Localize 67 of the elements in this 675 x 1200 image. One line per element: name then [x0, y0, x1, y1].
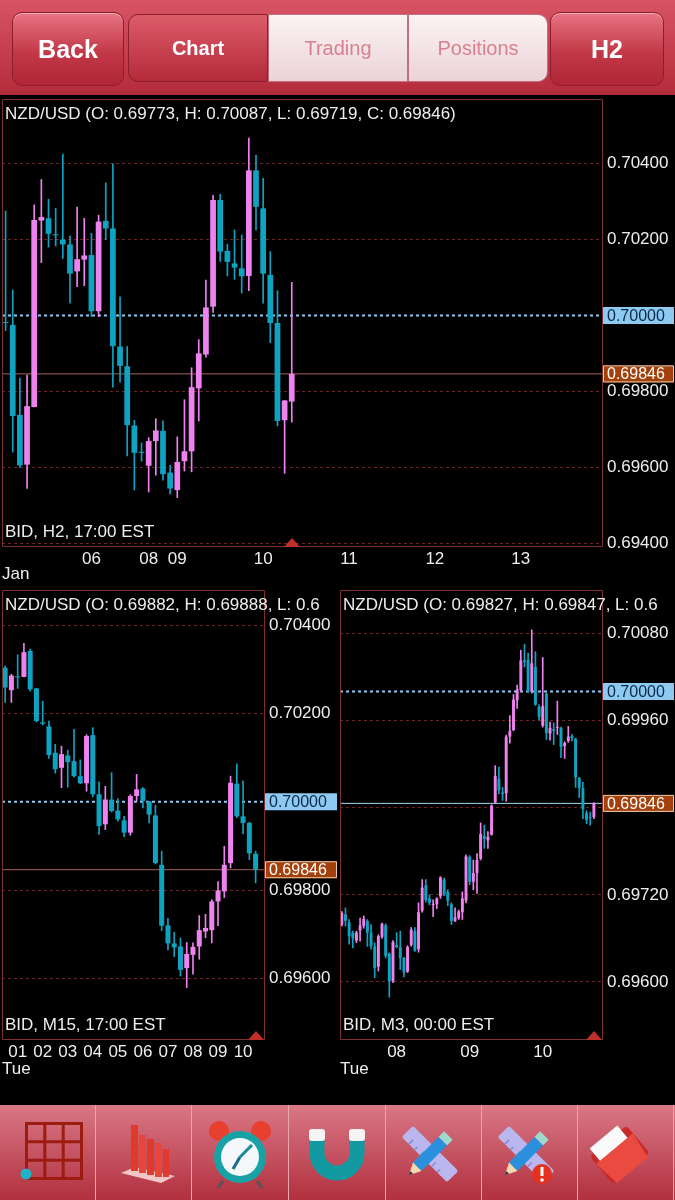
ref-line-label: 0.70000: [607, 683, 665, 701]
candlestick: [152, 418, 159, 476]
annotation: BID, H2, 17:00 EST: [5, 521, 155, 541]
x-axis-title: Tue: [2, 1059, 31, 1079]
annotation: BID, M3, 00:00 EST: [343, 1014, 495, 1034]
ref-line-label: 0.70000: [607, 306, 665, 324]
x-axis-title: Jan: [2, 564, 30, 584]
x-tick-label: 10: [533, 1041, 553, 1061]
button[interactable]: H2: [550, 12, 664, 86]
y-tick-label: 0.69960: [607, 710, 669, 730]
x-tick-label: 02: [33, 1041, 53, 1061]
candlestick: [288, 282, 295, 423]
chart-title: NZD/USD (O: 0.69827, H: 0.69847, L: 0.6: [343, 594, 658, 614]
x-tick-label: 09: [167, 548, 187, 568]
x-tick-label: 11: [340, 548, 358, 568]
candlestick: [358, 917, 362, 942]
x-tick-label: 01: [8, 1041, 28, 1061]
x-tick-label: 09: [208, 1041, 228, 1061]
x-axis-title: Tue: [340, 1059, 369, 1079]
x-tick-label: 04: [83, 1041, 103, 1061]
x-tick-label: 10: [253, 548, 273, 568]
candlestick: [238, 234, 245, 294]
x-tick-label: 12: [425, 548, 445, 568]
candlestick: [588, 811, 592, 826]
y-tick-label: 0.69600: [607, 971, 669, 991]
chart-title: NZD/USD (O: 0.69773, H: 0.70087, L: 0.69719, C: 0.69846): [5, 103, 456, 123]
x-tick-label: 06: [81, 548, 101, 568]
ref-line-label: 0.70000: [269, 793, 327, 811]
y-tick-label: 0.70400: [269, 614, 331, 634]
candlestick: [438, 876, 442, 899]
candlestick: [117, 296, 123, 383]
annotation: BID, M15, 17:00 EST: [5, 1014, 166, 1034]
y-tick-label: 0.70200: [269, 703, 331, 723]
candlestick: [482, 824, 486, 849]
ref-line-label: 0.69846: [269, 861, 327, 879]
x-tick-label: 03: [58, 1041, 78, 1061]
candlestick: [65, 749, 71, 788]
x-tick-label: 08: [387, 1041, 407, 1061]
x-tick-label: 08: [139, 548, 159, 568]
chart-title: NZD/USD (O: 0.69882, H: 0.69888, L: 0.6: [5, 594, 320, 614]
tab[interactable]: Chart: [128, 14, 268, 82]
candlestick: [552, 722, 556, 745]
y-tick-label: 0.70400: [607, 153, 669, 173]
x-tick-label: 07: [158, 1041, 178, 1061]
y-tick-label: 0.69800: [607, 381, 669, 401]
y-tick-label: 0.69400: [607, 532, 669, 552]
y-tick-label: 0.69600: [607, 456, 669, 476]
candlestick: [566, 726, 570, 743]
x-tick-label: 13: [511, 548, 531, 568]
x-tick-label: 05: [108, 1041, 128, 1061]
y-tick-label: 0.70200: [607, 229, 669, 249]
x-tick-label: 08: [183, 1041, 203, 1061]
y-tick-label: 0.69800: [269, 879, 331, 899]
x-tick-label: 06: [133, 1041, 153, 1061]
y-tick-label: 0.70080: [607, 623, 669, 643]
y-tick-label: 0.69600: [269, 967, 331, 987]
ref-line-label: 0.69846: [607, 794, 665, 812]
ref-line-label: 0.69846: [607, 365, 665, 383]
button[interactable]: Back: [12, 12, 124, 86]
candlestick: [102, 182, 109, 240]
candlestick: [40, 700, 46, 726]
candlestick: [59, 153, 66, 259]
y-tick-label: 0.69720: [607, 884, 669, 904]
x-tick-label: 09: [460, 1041, 480, 1061]
x-tick-label: 10: [233, 1041, 253, 1061]
candlestick: [240, 780, 246, 835]
candlestick: [431, 899, 435, 917]
